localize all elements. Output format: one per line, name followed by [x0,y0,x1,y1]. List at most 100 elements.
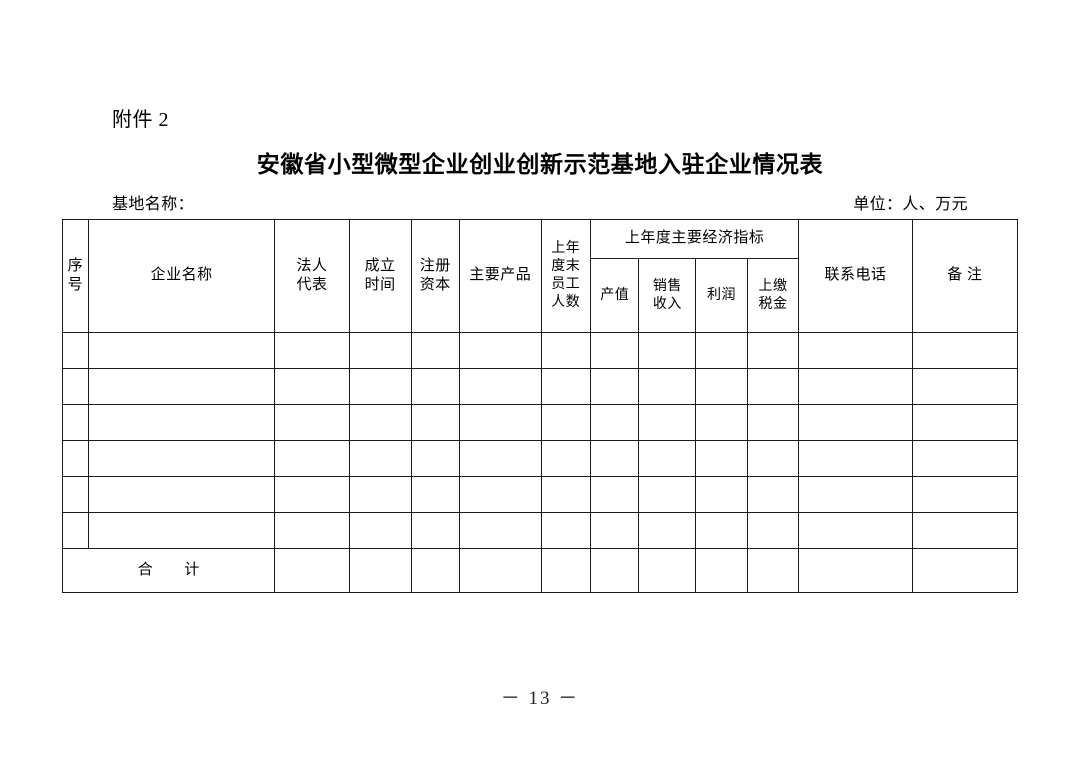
total-profit[interactable] [695,548,748,593]
base-name-label: 基地名称： [112,196,195,213]
cell-establish-time[interactable] [348,476,412,513]
cell-profit[interactable] [695,476,748,513]
cell-legal-rep[interactable] [274,440,350,477]
cell-tax-paid[interactable] [746,476,800,513]
cell-tax-paid[interactable] [746,332,800,369]
cell-establish-time[interactable] [348,440,412,477]
cell-company-name[interactable] [87,332,276,369]
cell-tax-paid[interactable] [746,440,800,477]
table-row[interactable] [62,368,1019,405]
cell-establish-time[interactable] [348,404,412,441]
total-sales-revenue[interactable] [638,548,697,593]
cell-output-value[interactable] [589,404,640,441]
cell-output-value[interactable] [589,368,640,405]
cell-contact-phone[interactable] [798,404,913,441]
cell-sales-revenue[interactable] [638,440,697,477]
cell-establish-time[interactable] [348,512,412,549]
cell-tax-paid[interactable] [746,512,800,549]
cell-contact-phone[interactable] [798,476,913,513]
cell-registered-capital[interactable] [410,332,461,369]
cell-employees[interactable] [540,368,591,405]
total-remarks[interactable] [911,548,1019,593]
total-tax-paid[interactable] [746,548,800,593]
cell-sales-revenue[interactable] [638,404,697,441]
total-main-products[interactable] [459,548,542,593]
table-row[interactable] [62,404,1019,441]
cell-output-value[interactable] [589,512,640,549]
cell-employees[interactable] [540,476,591,513]
cell-company-name[interactable] [87,476,276,513]
cell-main-products[interactable] [459,368,542,405]
total-contact-phone[interactable] [798,548,913,593]
cell-remarks[interactable] [911,404,1019,441]
cell-remarks[interactable] [911,512,1019,549]
cell-sales-revenue[interactable] [638,512,697,549]
cell-employees[interactable] [540,404,591,441]
cell-registered-capital[interactable] [410,476,461,513]
cell-contact-phone[interactable] [798,332,913,369]
cell-remarks[interactable] [911,476,1019,513]
cell-company-name[interactable] [87,512,276,549]
total-output-value[interactable] [589,548,640,593]
table-row[interactable] [62,332,1019,369]
cell-main-products[interactable] [459,512,542,549]
cell-sales-revenue[interactable] [638,332,697,369]
enterprise-table-wrapper: 序 号 企业名称 法人 代表 成立 时间 注册 资本 主要产品 上年 度末 员工… [61,219,1019,593]
cell-profit[interactable] [695,440,748,477]
cell-main-products[interactable] [459,440,542,477]
cell-output-value[interactable] [589,476,640,513]
cell-remarks[interactable] [911,440,1019,477]
cell-tax-paid[interactable] [746,368,800,405]
cell-serial-no[interactable] [62,440,89,477]
table-row[interactable] [62,512,1019,549]
cell-registered-capital[interactable] [410,440,461,477]
cell-serial-no[interactable] [62,512,89,549]
cell-serial-no[interactable] [62,404,89,441]
cell-remarks[interactable] [911,368,1019,405]
header-serial-no: 序 号 [62,219,89,333]
cell-main-products[interactable] [459,476,542,513]
total-registered-capital[interactable] [410,548,461,593]
cell-serial-no[interactable] [62,368,89,405]
cell-legal-rep[interactable] [274,368,350,405]
cell-profit[interactable] [695,332,748,369]
cell-company-name[interactable] [87,368,276,405]
cell-output-value[interactable] [589,332,640,369]
cell-profit[interactable] [695,404,748,441]
cell-tax-paid[interactable] [746,404,800,441]
cell-employees[interactable] [540,332,591,369]
cell-remarks[interactable] [911,332,1019,369]
cell-sales-revenue[interactable] [638,476,697,513]
cell-contact-phone[interactable] [798,368,913,405]
cell-output-value[interactable] [589,440,640,477]
cell-employees[interactable] [540,440,591,477]
cell-registered-capital[interactable] [410,512,461,549]
cell-profit[interactable] [695,368,748,405]
cell-serial-no[interactable] [62,476,89,513]
cell-legal-rep[interactable] [274,404,350,441]
cell-profit[interactable] [695,512,748,549]
cell-sales-revenue[interactable] [638,368,697,405]
cell-company-name[interactable] [87,404,276,441]
cell-legal-rep[interactable] [274,476,350,513]
total-establish-time[interactable] [348,548,412,593]
cell-legal-rep[interactable] [274,332,350,369]
table-total-row[interactable]: 合 计 [61,548,1019,593]
cell-serial-no[interactable] [62,332,89,369]
cell-registered-capital[interactable] [410,404,461,441]
table-row[interactable] [62,476,1019,513]
cell-legal-rep[interactable] [274,512,350,549]
cell-contact-phone[interactable] [798,512,913,549]
cell-contact-phone[interactable] [798,440,913,477]
cell-main-products[interactable] [459,332,542,369]
total-legal-rep[interactable] [274,548,350,593]
cell-main-products[interactable] [459,404,542,441]
cell-company-name[interactable] [87,440,276,477]
cell-establish-time[interactable] [348,332,412,369]
cell-registered-capital[interactable] [410,368,461,405]
cell-employees[interactable] [540,512,591,549]
total-employees[interactable] [540,548,591,593]
cell-establish-time[interactable] [348,368,412,405]
table-row[interactable] [62,440,1019,477]
